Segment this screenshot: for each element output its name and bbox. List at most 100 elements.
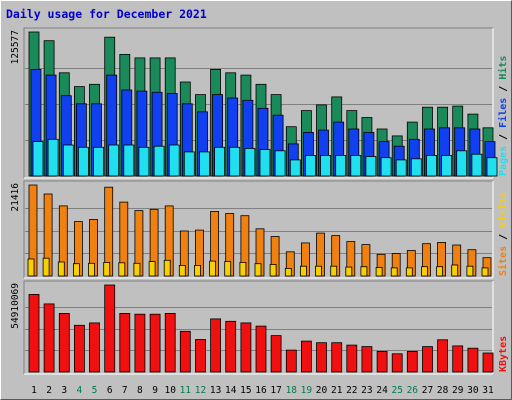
panel-sites-visits: 21416 Sites / Visits xyxy=(10,180,509,279)
x-tick-label: 5 xyxy=(92,385,98,396)
legend-separator: / xyxy=(498,228,509,246)
bar-visits xyxy=(194,264,201,277)
bar-pages xyxy=(380,157,392,177)
bar-pages xyxy=(289,159,301,177)
x-tick-label: 16 xyxy=(255,385,267,396)
y-axis-max-label: 54910069 xyxy=(10,283,21,329)
bar-kbytes xyxy=(210,318,222,373)
bar-visits xyxy=(390,267,398,277)
bar-visits xyxy=(345,266,353,277)
x-tick-label: 25 xyxy=(391,385,402,396)
x-tick-label: 14 xyxy=(225,385,237,396)
legend-entry: KBytes xyxy=(498,336,509,372)
legend-entry: Hits xyxy=(497,56,509,80)
bar-kbytes xyxy=(119,312,131,373)
x-tick-label: 28 xyxy=(437,385,449,396)
x-tick-label: 27 xyxy=(422,385,433,396)
bar-pages xyxy=(244,148,256,177)
bar-kbytes xyxy=(316,342,327,373)
x-tick-label: 20 xyxy=(316,385,328,396)
panel-hits-files-pages: 125577 Pages / Files / Hits xyxy=(10,27,509,179)
x-tick-label: 30 xyxy=(467,385,479,396)
bar-pages xyxy=(108,144,120,177)
bar-visits xyxy=(360,266,368,277)
bar-pages xyxy=(214,146,226,177)
x-tick-label: 4 xyxy=(77,385,83,396)
x-tick-label: 9 xyxy=(152,385,158,396)
bar-pages xyxy=(183,151,195,177)
x-tick-label: 31 xyxy=(482,385,494,396)
bar-pages xyxy=(426,154,437,177)
bar-visits xyxy=(299,265,307,277)
bar-visits xyxy=(42,257,50,277)
bar-kbytes xyxy=(58,312,70,373)
bar-pages xyxy=(335,154,347,177)
bar-pages xyxy=(78,146,89,177)
bar-visits xyxy=(330,265,338,277)
bar-kbytes xyxy=(164,312,176,373)
bar-pages xyxy=(259,149,271,177)
x-tick-label: 29 xyxy=(452,385,464,396)
bar-visits xyxy=(466,265,474,277)
x-tick-label: 6 xyxy=(107,385,113,396)
bar-pages xyxy=(410,158,422,177)
bar-kbytes xyxy=(134,313,146,373)
bar-pages xyxy=(93,146,104,177)
x-tick-label: 10 xyxy=(164,385,176,396)
bar-kbytes xyxy=(74,324,85,373)
bar-pages xyxy=(153,145,165,177)
bar-pages xyxy=(320,154,331,177)
bar-visits xyxy=(27,258,35,277)
bar-pages xyxy=(365,156,377,177)
bar-visits xyxy=(88,262,95,277)
x-tick-label: 2 xyxy=(46,385,52,396)
bar-visits xyxy=(254,263,262,277)
bar-kbytes xyxy=(406,350,418,373)
x-tick-label: 21 xyxy=(331,385,343,396)
x-tick-label: 1 xyxy=(31,385,37,396)
panel-kbytes: 54910069 KBytes xyxy=(10,280,509,375)
bar-kbytes xyxy=(391,353,403,373)
legend-entry: Pages xyxy=(498,146,509,176)
bar-kbytes xyxy=(255,325,267,373)
bar-visits xyxy=(73,263,80,277)
bar-pages xyxy=(138,146,150,177)
x-tick-label: 26 xyxy=(407,385,419,396)
bar-visits xyxy=(375,267,383,277)
bar-visits xyxy=(421,266,428,277)
x-tick-label: 8 xyxy=(137,385,143,396)
x-tick-label: 17 xyxy=(270,385,281,396)
bar-kbytes xyxy=(361,346,373,373)
x-tick-label: 11 xyxy=(180,385,192,396)
bar-pages xyxy=(350,154,362,177)
bar-kbytes xyxy=(285,349,297,373)
bar-visits xyxy=(133,262,141,277)
legend-separator: / xyxy=(498,80,509,98)
x-tick-label: 3 xyxy=(61,385,67,396)
bar-kbytes xyxy=(43,303,55,373)
bar-kbytes xyxy=(452,345,464,373)
bar-visits xyxy=(103,261,111,277)
bar-kbytes xyxy=(346,344,358,373)
x-tick-label: 12 xyxy=(195,385,206,396)
bar-kbytes xyxy=(179,330,191,373)
legend: KBytes xyxy=(498,336,509,372)
bar-pages xyxy=(456,150,468,177)
bar-visits xyxy=(269,264,277,277)
bar-pages xyxy=(395,159,407,177)
bar-visits xyxy=(451,264,459,277)
bar-kbytes xyxy=(331,342,343,373)
bar-kbytes xyxy=(270,335,282,373)
bar-visits xyxy=(405,267,413,277)
legend-entry: Sites xyxy=(497,246,509,276)
bar-visits xyxy=(239,261,247,277)
x-tick-label: 22 xyxy=(346,385,357,396)
bar-visits xyxy=(209,260,217,277)
bar-visits xyxy=(57,261,65,277)
bar-pages xyxy=(123,144,135,177)
bar-pages xyxy=(47,138,59,177)
bar-pages xyxy=(199,151,210,177)
x-tick-label: 7 xyxy=(122,385,128,396)
bar-kbytes xyxy=(482,352,494,373)
bar-pages xyxy=(32,141,44,177)
